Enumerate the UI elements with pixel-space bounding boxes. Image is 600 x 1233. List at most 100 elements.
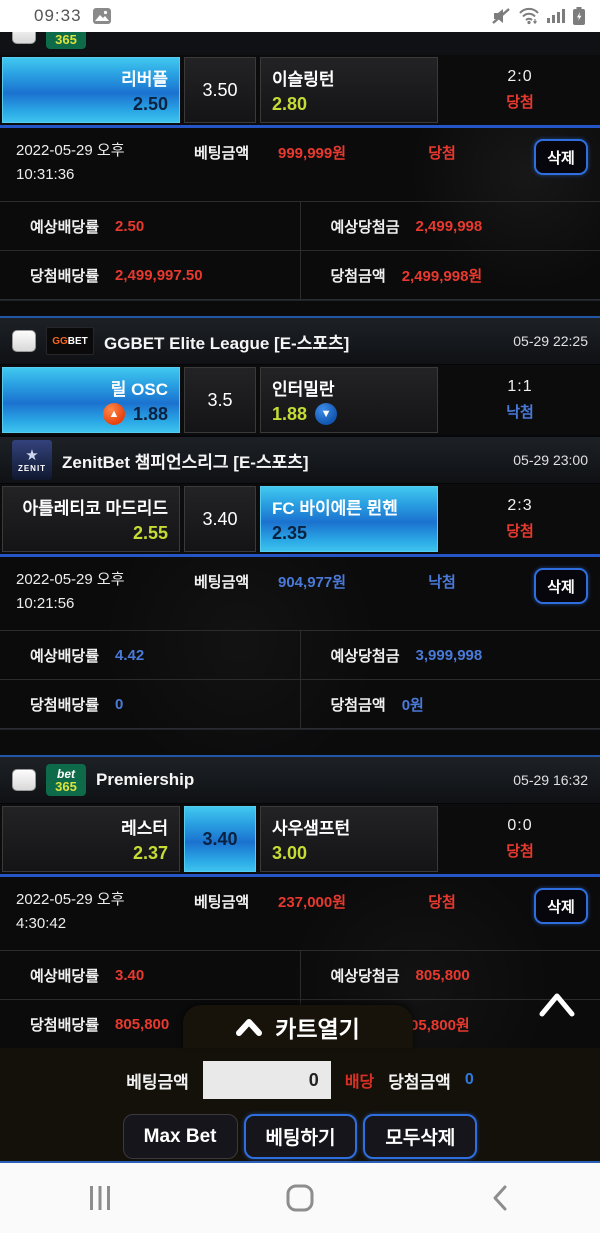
place-bet-button[interactable]: 베팅하기 xyxy=(243,1114,358,1159)
draw-odds-value: 3.5 xyxy=(207,389,233,410)
win-odds-value: 2,499,997.50 xyxy=(115,266,203,284)
bet-amount-label: 베팅금액 xyxy=(194,894,250,911)
max-bet-button[interactable]: Max Bet xyxy=(122,1114,238,1159)
recents-button-icon[interactable] xyxy=(87,1185,113,1211)
home-odds-value: 1.88 xyxy=(132,403,168,424)
screenshot-notification-icon xyxy=(92,7,112,25)
delete-bet-button[interactable]: 삭제 xyxy=(534,888,588,924)
detail-row: 당첨배당률 2,499,997.50 당첨금액 2,499,998원 xyxy=(0,251,600,300)
bet-status-badge: 낙첨 xyxy=(428,574,456,591)
bet-card-1: bet 365 리버플 2.50 3.50 이슬링턴 2.80 2:0 당첨 xyxy=(0,32,600,301)
win-odds-label: 당첨배당률 xyxy=(30,267,100,285)
expected-win-value: 3,999,998 xyxy=(415,646,483,664)
delete-all-button[interactable]: 모두삭제 xyxy=(363,1114,478,1159)
status-icons xyxy=(491,6,586,26)
bet-time: 10:31:36 xyxy=(16,166,75,183)
battery-charging-icon xyxy=(573,6,585,25)
open-cart-button[interactable]: 카트열기 xyxy=(183,1005,413,1048)
away-team-name: FC 바이에른 뮌헨 xyxy=(272,499,398,518)
back-button-icon[interactable] xyxy=(489,1184,511,1212)
odds-down-icon: ▼ xyxy=(315,403,338,425)
scroll-to-top-button[interactable] xyxy=(534,986,580,1024)
delete-bet-button[interactable]: 삭제 xyxy=(534,139,588,175)
score-column: 2:0 당첨 xyxy=(442,57,598,123)
away-odds-cell[interactable]: 이슬링턴 2.80 xyxy=(260,57,438,123)
home-team-name: 리버플 xyxy=(121,70,168,89)
bet-date: 2022-05-29 오후 xyxy=(16,891,125,908)
win-odds-label: 당첨배당률 xyxy=(30,1016,100,1034)
cart-win-amount-label: 당첨금액 xyxy=(388,1072,451,1092)
home-odds-value: 2.50 xyxy=(132,94,168,114)
home-team-name: 릴 OSC xyxy=(110,380,168,399)
cart-bet-amount-input[interactable] xyxy=(202,1061,331,1099)
draw-odds-cell[interactable]: 3.40 xyxy=(184,806,256,872)
score-column: 0:0 당첨 xyxy=(442,806,598,872)
home-odds-cell[interactable]: 리버플 2.50 xyxy=(2,57,180,123)
home-odds-cell[interactable]: 릴 OSC ▲ 1.88 xyxy=(2,367,180,433)
detail-row: 예상배당률 2.50 예상당첨금 2,499,998 xyxy=(0,202,600,251)
bet-status-badge: 당첨 xyxy=(428,894,456,911)
home-odds-cell[interactable]: 아틀레티코 마드리드 2.55 xyxy=(2,486,180,552)
draw-odds-cell[interactable]: 3.50 xyxy=(184,57,256,123)
bet365-logo: bet 365 xyxy=(46,764,86,796)
cart-win-amount-value: 0 xyxy=(464,1071,474,1088)
home-odds-cell[interactable]: 레스터 2.37 xyxy=(2,806,180,872)
match-row: 레스터 2.37 3.40 사우샘프턴 3.00 0:0 당첨 xyxy=(0,804,600,877)
expected-odds-value: 3.40 xyxy=(115,966,145,984)
match-score: 0:0 xyxy=(507,817,533,834)
away-odds-value: 2.80 xyxy=(272,94,308,114)
away-odds-value: 1.88 xyxy=(272,403,308,424)
bet-time-row: 2022-05-29 오후 10:31:36 베팅금액 999,999원 당첨 … xyxy=(0,128,600,202)
expected-win-label: 예상당첨금 xyxy=(330,967,400,985)
match-datetime: 05-29 22:25 xyxy=(513,333,588,349)
status-bar: 09:33 xyxy=(0,0,600,32)
bet-card-3-checkbox[interactable] xyxy=(12,769,36,791)
match-row: 리버플 2.50 3.50 이슬링턴 2.80 2:0 당첨 xyxy=(0,55,600,128)
home-button-icon[interactable] xyxy=(285,1183,315,1213)
bet-amount-label: 베팅금액 xyxy=(194,574,250,591)
mute-icon xyxy=(492,8,510,24)
bet-amount-value: 237,000원 xyxy=(278,894,347,911)
bet-time: 10:21:56 xyxy=(16,595,75,612)
match-row: 릴 OSC ▲ 1.88 3.5 인터밀란 1.88 ▼ 1:1 낙첨 xyxy=(0,365,600,437)
league-title: Premiership xyxy=(96,770,195,789)
signal-icon xyxy=(547,9,565,23)
expected-win-value: 805,800 xyxy=(415,966,470,984)
away-odds-cell[interactable]: FC 바이에른 뮌헨 2.35 xyxy=(260,486,438,552)
bet-card-2: GG BET GGBET Elite League [E-스포츠] 05-29 2… xyxy=(0,316,600,730)
match-result: 당첨 xyxy=(506,843,534,860)
expected-odds-label: 예상배당률 xyxy=(30,967,100,985)
away-team-name: 이슬링턴 xyxy=(272,70,335,89)
bet-datetime: 2022-05-29 오후 10:21:56 xyxy=(16,568,194,616)
league-header: GG BET GGBET Elite League [E-스포츠] 05-29 2… xyxy=(0,318,600,365)
match-result: 낙첨 xyxy=(506,404,534,421)
win-odds-value: 805,800 xyxy=(115,1015,170,1033)
cart-bet-amount-label: 베팅금액 xyxy=(126,1072,189,1092)
away-odds-cell[interactable]: 인터밀란 1.88 ▼ xyxy=(260,367,438,433)
score-column: 1:1 낙첨 xyxy=(442,367,598,433)
delete-bet-button[interactable]: 삭제 xyxy=(534,568,588,604)
bet-amount-label: 베팅금액 xyxy=(194,145,250,162)
expected-odds-label: 예상배당률 xyxy=(30,647,100,665)
score-column: 2:3 당첨 xyxy=(442,486,598,552)
draw-odds-cell[interactable]: 3.40 xyxy=(184,486,256,552)
match-datetime: 05-29 16:32 xyxy=(513,772,588,788)
away-odds-value: 3.00 xyxy=(272,843,308,863)
bet-date: 2022-05-29 오후 xyxy=(16,571,125,588)
bet-card-2-checkbox[interactable] xyxy=(12,330,36,352)
away-odds-cell[interactable]: 사우샘프턴 3.00 xyxy=(260,806,438,872)
zenitbet-logo: ★ ZENIT xyxy=(12,440,52,480)
win-odds-label: 당첨배당률 xyxy=(30,696,100,714)
bet-amount-value: 904,977원 xyxy=(278,574,347,591)
win-amount-label: 당첨금액 xyxy=(330,267,386,285)
match-result: 당첨 xyxy=(506,523,534,540)
match-datetime: 05-29 23:00 xyxy=(513,452,588,468)
bet-card-1-checkbox[interactable] xyxy=(12,32,36,44)
draw-odds-cell[interactable]: 3.5 xyxy=(184,367,256,433)
expected-odds-value: 4.42 xyxy=(115,646,145,664)
expected-win-value: 2,499,998 xyxy=(415,217,483,235)
clock: 09:33 xyxy=(34,6,82,25)
home-odds-value: 2.37 xyxy=(132,843,168,863)
bet-date: 2022-05-29 오후 xyxy=(16,142,125,159)
